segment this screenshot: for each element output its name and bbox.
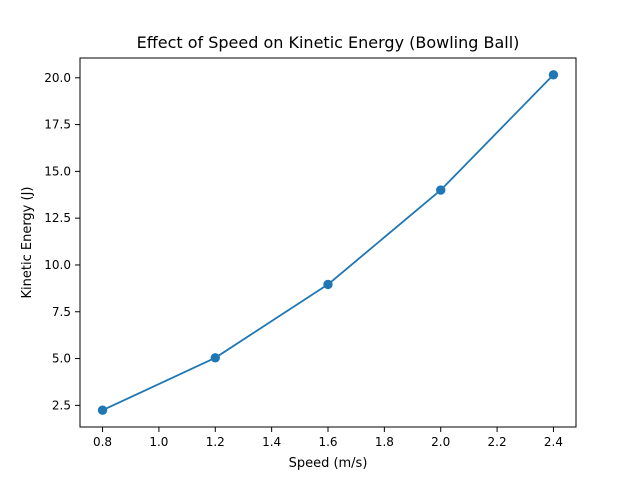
y-tick-label: 7.5	[52, 305, 71, 319]
data-point	[210, 353, 220, 363]
x-axis-ticks: 0.8 1.0 1.2 1.4 1.6 1.8 2.0 2.2 2.4	[93, 427, 563, 449]
x-tick-label: 2.4	[544, 435, 563, 449]
x-tick-label: 0.8	[93, 435, 112, 449]
y-tick-label: 20.0	[44, 71, 71, 85]
x-tick-label: 1.8	[375, 435, 394, 449]
y-tick-label: 5.0	[52, 352, 71, 366]
plot-area-frame	[79, 57, 577, 428]
x-axis-label: Speed (m/s)	[289, 456, 368, 471]
series-layer	[97, 70, 559, 415]
y-tick-label: 2.5	[52, 398, 71, 412]
y-axis-ticks: 2.5 5.0 7.5 10.0 12.5 15.0 17.5 20.0	[44, 71, 80, 412]
y-axis-label: Kinetic Energy (J)	[20, 187, 35, 299]
data-point	[436, 185, 446, 195]
y-tick-label: 17.5	[44, 118, 71, 132]
chart-title: Effect of Speed on Kinetic Energy (Bowli…	[137, 33, 520, 52]
x-tick-label: 2.2	[488, 435, 507, 449]
x-tick-label: 1.2	[206, 435, 225, 449]
y-tick-label: 10.0	[44, 258, 71, 272]
x-tick-label: 1.4	[262, 435, 281, 449]
y-tick-label: 15.0	[44, 164, 71, 178]
x-tick-label: 1.0	[149, 435, 168, 449]
x-tick-label: 2.0	[431, 435, 450, 449]
data-point	[548, 70, 559, 80]
x-tick-label: 1.6	[318, 435, 337, 449]
y-tick-label: 12.5	[44, 211, 71, 225]
data-point	[323, 279, 333, 290]
data-point	[97, 405, 108, 415]
